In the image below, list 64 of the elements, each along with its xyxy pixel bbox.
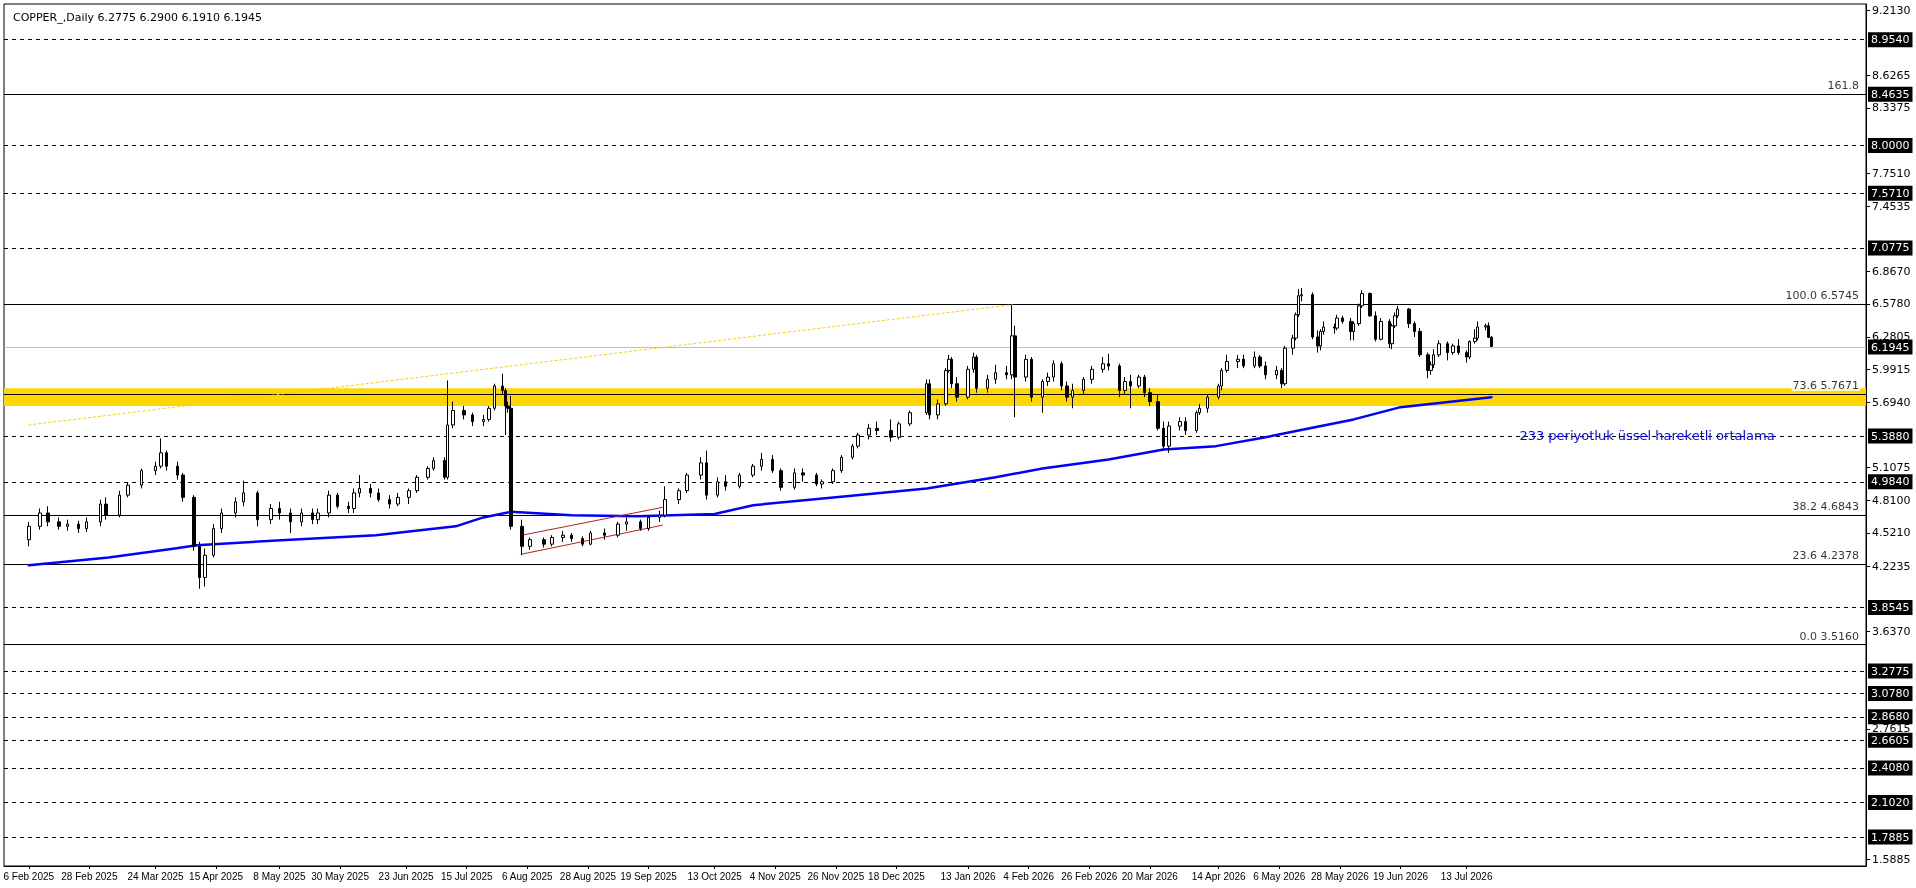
ref-line-label: 5.3880 <box>1871 429 1910 443</box>
y-tick-label: 7.4535 <box>1872 199 1911 213</box>
y-tick-label: 5.1075 <box>1872 461 1911 475</box>
annotation: 23.6 4.2378 <box>1792 549 1859 563</box>
annotation: 73.6 5.7671 <box>1792 379 1859 393</box>
ref-line-label: 3.2775 <box>1871 664 1910 678</box>
x-tick-label: 20 Mar 2026 <box>1121 870 1179 882</box>
y-tick-label: 5.9915 <box>1872 362 1911 376</box>
x-tick-label: 28 May 2026 <box>1310 870 1370 882</box>
y-tick-label: 5.6940 <box>1872 395 1911 409</box>
x-tick-label: 28 Feb 2025 <box>61 870 118 882</box>
annotation: 38.2 4.6843 <box>1792 499 1859 513</box>
x-tick-label: 26 Nov 2025 <box>807 870 865 882</box>
x-tick-label: 18 Dec 2025 <box>868 870 926 882</box>
ref-line-label: 2.8680 <box>1871 710 1910 724</box>
x-tick-label: 15 Jul 2025 <box>440 870 494 882</box>
x-tick-label: 14 Apr 2026 <box>1191 870 1247 882</box>
y-tick-label: 3.6370 <box>1872 624 1911 638</box>
ref-line-label: 8.9540 <box>1871 33 1910 47</box>
y-tick-label: 1.5885 <box>1872 852 1911 866</box>
x-tick-label: 19 Jun 2026 <box>1372 870 1429 882</box>
x-tick-label: 8 May 2025 <box>253 870 307 882</box>
y-tick-label: 8.6265 <box>1872 69 1911 83</box>
x-tick-label: 6 Feb 2025 <box>3 870 55 882</box>
x-tick-label: 13 Jan 2026 <box>940 870 997 882</box>
x-tick-label: 15 Apr 2025 <box>189 870 244 882</box>
ref-line-label: 4.9840 <box>1871 475 1910 489</box>
ref-line-label: 7.5710 <box>1871 186 1910 200</box>
ref-line-label: 8.0000 <box>1871 138 1910 152</box>
ref-line-label: 6.1945 <box>1871 340 1910 354</box>
x-tick-label: 6 Aug 2025 <box>502 870 554 882</box>
y-tick-label: 2.7615 <box>1872 722 1911 736</box>
x-tick-label: 4 Feb 2026 <box>1003 870 1055 882</box>
x-tick-label: 26 Feb 2026 <box>1061 870 1118 882</box>
text: 233 periyotluk üssel hareketli ortalama <box>1519 427 1775 443</box>
x-tick-label: 4 Nov 2025 <box>749 870 802 882</box>
x-tick-label: 13 Oct 2025 <box>687 870 743 882</box>
x-tick-label: 24 Mar 2025 <box>127 870 184 882</box>
x-tick-label: 28 Aug 2025 <box>559 870 617 882</box>
x-tick-label: 13 Jul 2026 <box>1440 870 1493 882</box>
annotation: 0.0 3.5160 <box>1799 629 1859 643</box>
ref-line-label: 3.8545 <box>1871 601 1910 615</box>
y-tick-label: 4.2235 <box>1872 559 1911 573</box>
ref-line-label: 1.7885 <box>1871 830 1910 844</box>
y-tick-label: 8.3375 <box>1872 101 1911 115</box>
y-tick-label: 9.2130 <box>1872 3 1911 17</box>
ref-line-label: 2.4080 <box>1871 761 1910 775</box>
ref-line-label: 2.1020 <box>1871 796 1910 810</box>
x-tick-label: 6 May 2026 <box>1253 870 1306 882</box>
x-tick-label: 19 Sep 2025 <box>620 870 678 882</box>
text: COPPER_,Daily 6.2775 6.2900 6.1910 6.1945 <box>13 11 262 24</box>
ref-line-label: 7.0775 <box>1871 241 1910 255</box>
y-tick-label: 7.7510 <box>1872 166 1911 180</box>
x-tick-label: 23 Jun 2025 <box>378 870 435 882</box>
y-tick-label: 4.5210 <box>1872 526 1911 540</box>
annotation: 100.0 6.5745 <box>1785 289 1859 303</box>
y-tick-label: 6.5780 <box>1872 297 1911 311</box>
y-tick-label: 4.8100 <box>1872 494 1911 508</box>
ref-line-label: 2.6605 <box>1871 733 1910 747</box>
x-tick-label: 30 May 2025 <box>311 870 370 882</box>
ref-line-label: 8.4635 <box>1871 87 1910 101</box>
y-tick-label: 6.8670 <box>1872 265 1911 279</box>
ref-line-label: 3.0780 <box>1871 686 1910 700</box>
annotation: 161.8 <box>1827 78 1859 92</box>
